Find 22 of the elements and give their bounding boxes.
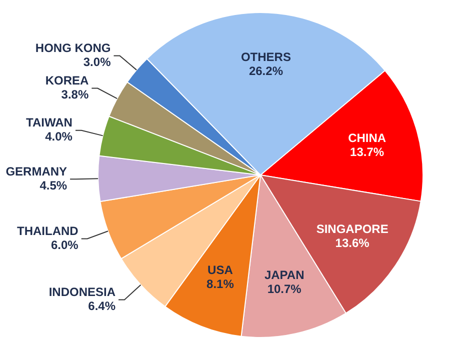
slice-label: USA xyxy=(208,263,234,278)
data-label: 3.0% xyxy=(83,55,112,70)
slice-label: SINGAPORE xyxy=(316,222,388,236)
slice-label: THAILAND xyxy=(17,224,79,238)
data-label: 8.1% xyxy=(206,277,234,292)
data-label: 6.4% xyxy=(88,299,116,314)
data-label: 4.0% xyxy=(45,130,73,144)
data-label: 26.2% xyxy=(248,64,284,78)
slice-label: CHINA xyxy=(348,131,386,146)
data-label: 13.6% xyxy=(335,236,370,250)
data-label: 4.5% xyxy=(40,178,68,192)
data-label: 13.7% xyxy=(350,145,384,160)
slice-label: TAIWAN xyxy=(26,116,72,130)
slice-label: OTHERS xyxy=(240,50,291,64)
data-label: 10.7% xyxy=(267,282,302,296)
data-label: 6.0% xyxy=(50,238,79,252)
slice-label: GERMANY xyxy=(6,164,68,178)
slice-label: HONG KONG xyxy=(35,41,111,56)
slice-label: KOREA xyxy=(45,74,89,88)
data-label: 3.8% xyxy=(61,88,89,102)
slice-label: INDONESIA xyxy=(48,285,116,300)
slice-label: JAPAN xyxy=(264,268,304,282)
